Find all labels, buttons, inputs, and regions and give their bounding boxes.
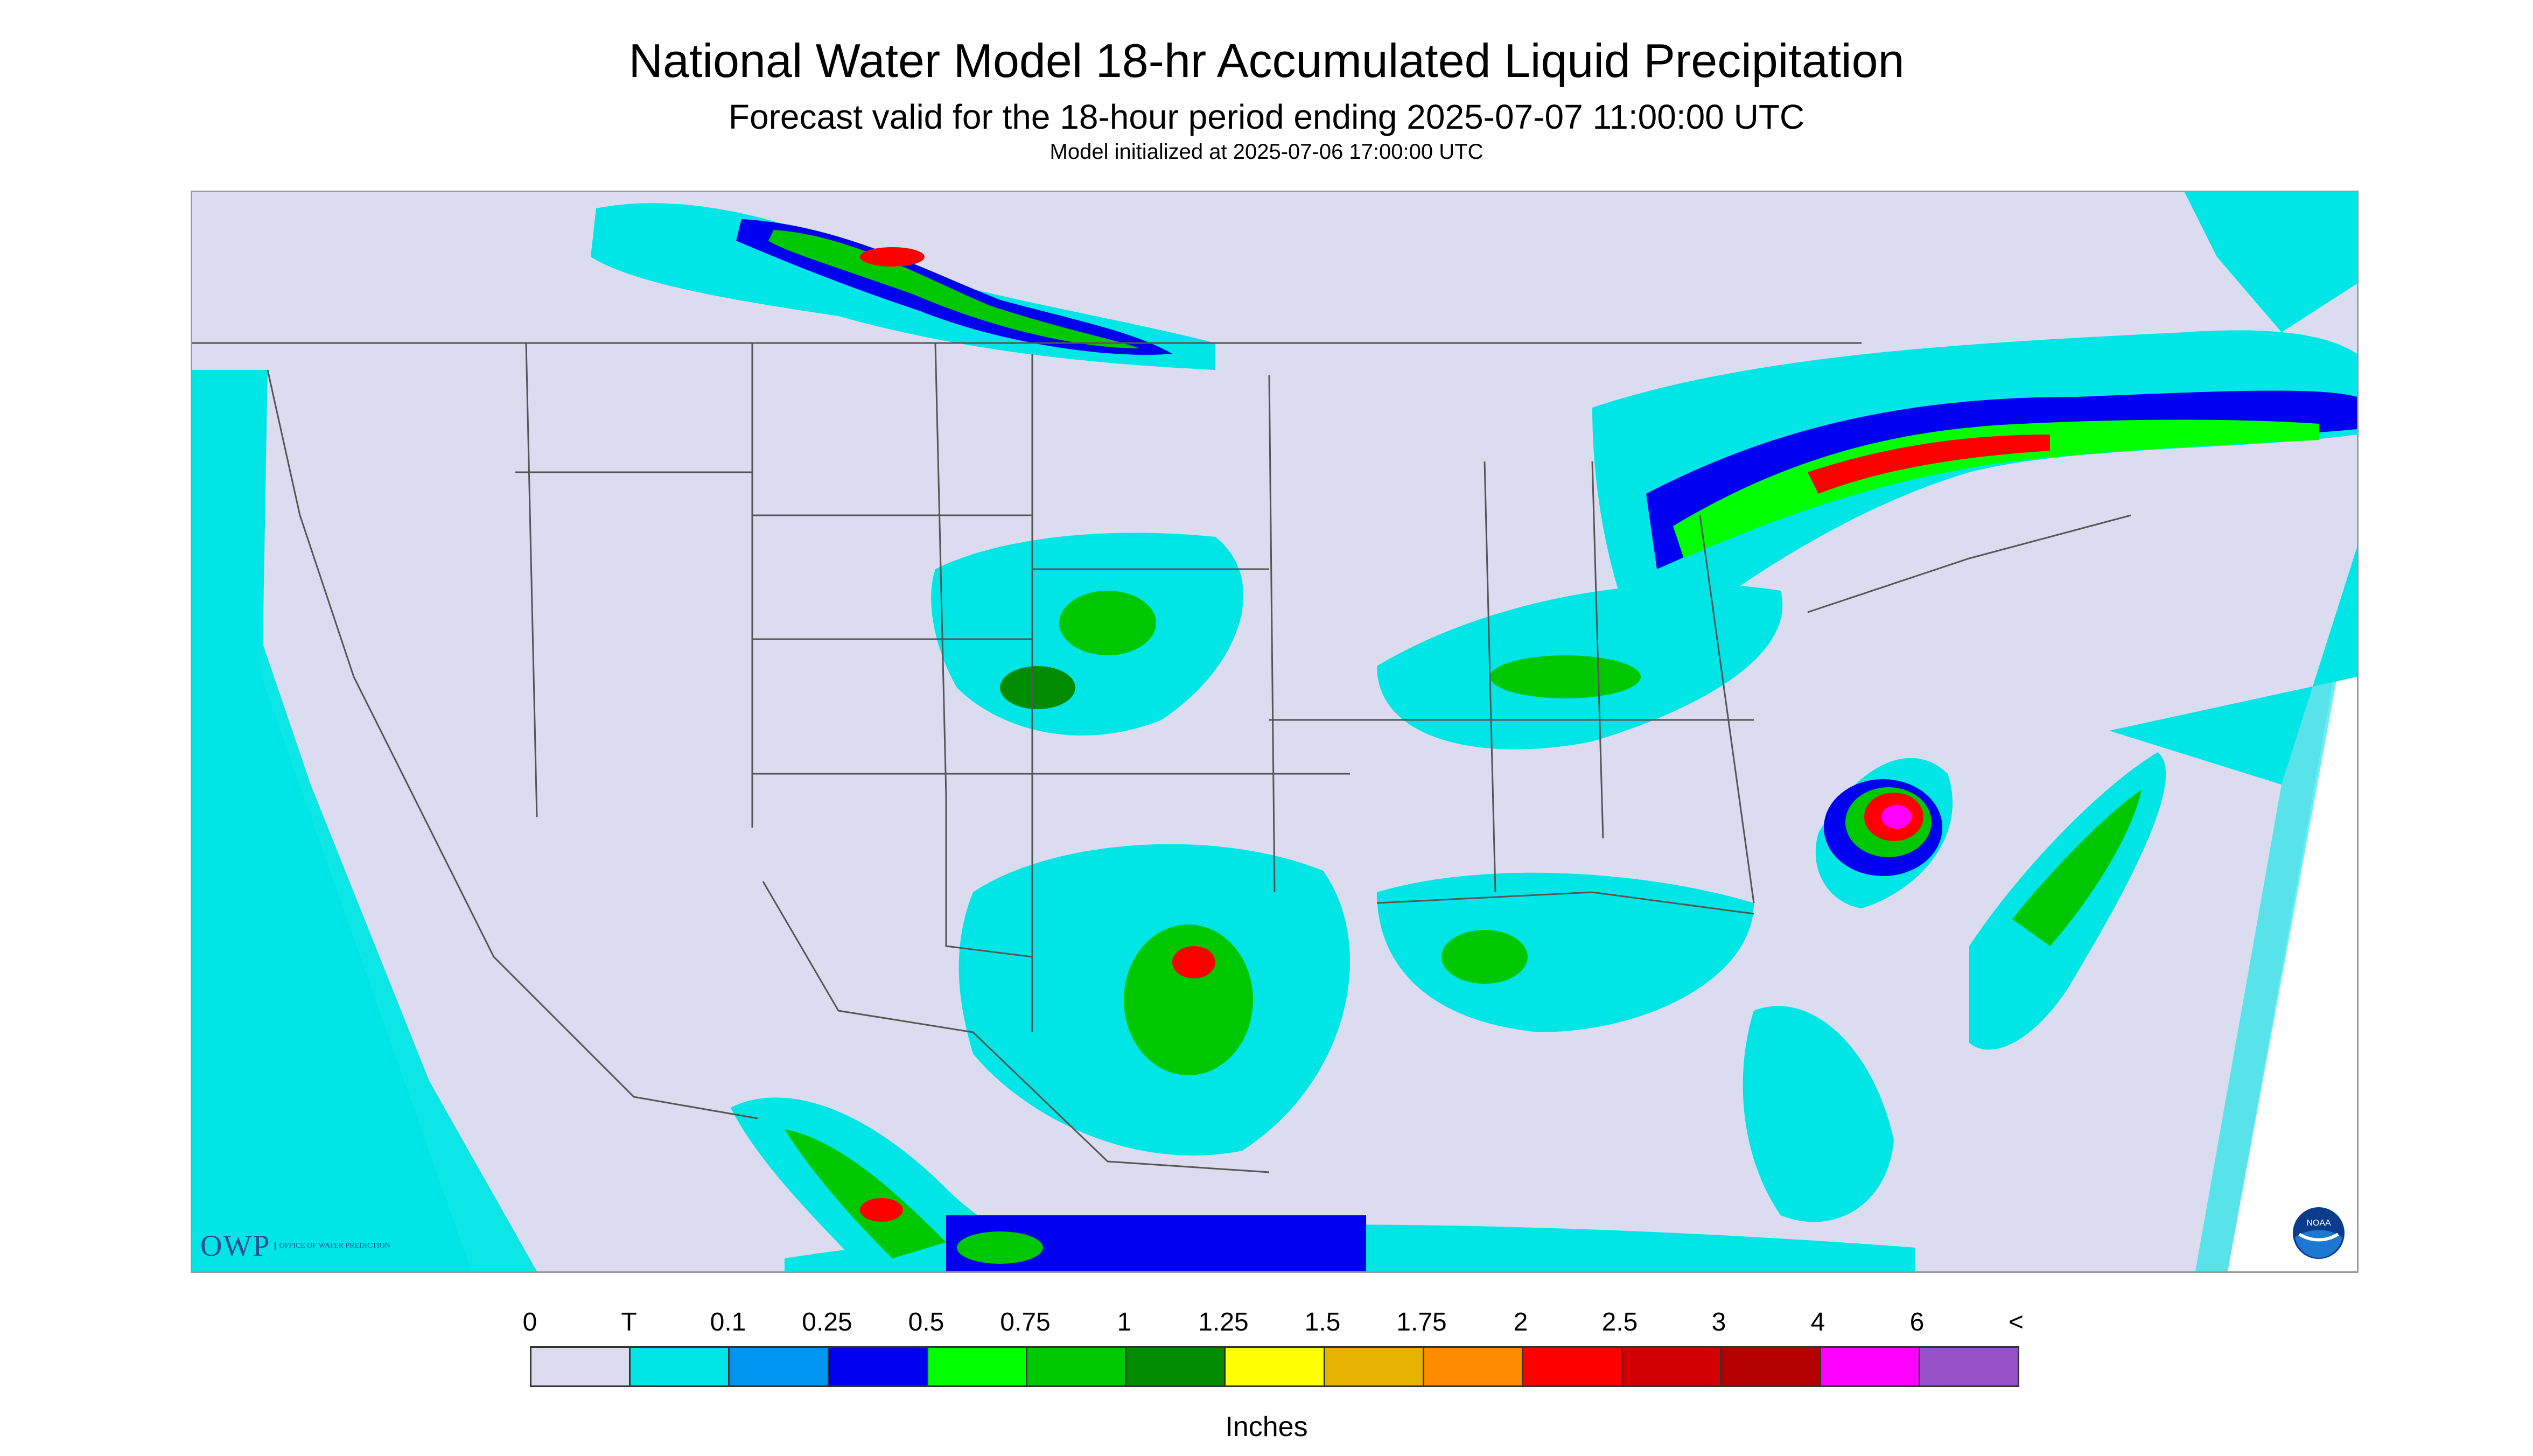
mexico-band-green (785, 1129, 946, 1258)
offshore-band-green (2012, 790, 2142, 946)
legend-tick-label: 4 (1810, 1308, 1825, 1336)
legend-swatch-8 (1325, 1348, 1424, 1385)
legend-tick-label: 0.25 (802, 1308, 852, 1336)
canada-band-core (860, 247, 925, 267)
legend-tick-label: 1.75 (1396, 1308, 1447, 1336)
legend-tick-label: 1.5 (1304, 1308, 1341, 1336)
mexico-south-green (957, 1231, 1043, 1264)
model-init-text: Model initialized at 2025-07-06 17:00:00… (1049, 140, 1484, 164)
legend-tick-label: 1.25 (1198, 1308, 1249, 1336)
legend-tick-label: T (621, 1308, 637, 1336)
owp-logo-text: OWP (200, 1229, 271, 1263)
owp-logo-subtext: OFFICE OF WATER PREDICTION (275, 1242, 390, 1250)
color-legend (530, 1346, 2019, 1387)
legend-tick-label: < (2008, 1308, 2024, 1336)
legend-swatch-12 (1722, 1348, 1821, 1385)
northeast-band-green (1673, 419, 2319, 558)
legend-tick-label: 6 (1909, 1308, 1925, 1336)
noaa-logo-icon: NOAA (2293, 1207, 2345, 1259)
legend-tick-label: 0 (522, 1308, 537, 1336)
legend-tick-label: 2.5 (1601, 1308, 1638, 1336)
gulf-coast-precip (1377, 872, 1754, 1032)
northeast-band-core (1808, 435, 2050, 494)
central-plains-green (1059, 591, 1156, 655)
legend-tick-label: 1 (1117, 1308, 1132, 1336)
nc-coast-magenta (1881, 805, 1912, 829)
legend-swatch-9 (1424, 1348, 1524, 1385)
legend-swatch-6 (1126, 1348, 1226, 1385)
chart-subtitle: Forecast valid for the 18-hour period en… (728, 97, 1805, 136)
legend-swatch-5 (1027, 1348, 1127, 1385)
ohio-valley-green (1490, 655, 1641, 698)
legend-swatch-1 (631, 1348, 730, 1385)
boundary-lines (192, 342, 2131, 1173)
legend-tick-label: 0.5 (908, 1308, 944, 1336)
legend-swatch-13 (1821, 1348, 1920, 1385)
legend-swatch-3 (829, 1348, 928, 1385)
legend-swatch-4 (928, 1348, 1028, 1385)
legend-tick-label: 3 (1711, 1308, 1726, 1336)
legend-swatch-2 (730, 1348, 829, 1385)
atlantic-trace-area (2109, 548, 2357, 785)
legend-swatch-14 (1920, 1348, 2018, 1385)
northeast-trace-corner (2185, 192, 2357, 332)
texas-red (1172, 946, 1215, 978)
florida-precip (1743, 1006, 1894, 1222)
legend-tick-label: 0.75 (1000, 1308, 1051, 1336)
map-canvas (192, 192, 2357, 1271)
legend-swatch-7 (1226, 1348, 1325, 1385)
gulf-coast-green (1442, 930, 1528, 984)
central-plains-green-2 (1000, 666, 1075, 709)
mexico-band-red (860, 1198, 903, 1222)
mexico-band (731, 1097, 1108, 1271)
legend-units-label: Inches (1225, 1411, 1308, 1443)
texas-green (1124, 925, 1253, 1075)
noaa-logo-label: NOAA (2306, 1219, 2331, 1228)
legend-swatch-0 (531, 1348, 631, 1385)
pacific-trace-area (192, 370, 472, 1271)
atlantic-trace-area-2 (2195, 548, 2357, 1271)
legend-swatch-10 (1523, 1348, 1623, 1385)
legend-swatch-11 (1622, 1348, 1722, 1385)
legend-tick-label: 0.1 (710, 1308, 746, 1336)
owp-logo: OWP OFFICE OF WATER PREDICTION (200, 1229, 390, 1263)
pacific-trace-area-2 (192, 531, 537, 1271)
chart-title: National Water Model 18-hr Accumulated L… (628, 34, 1905, 87)
precipitation-map (191, 191, 2359, 1273)
legend-tick-label: 2 (1513, 1308, 1528, 1336)
